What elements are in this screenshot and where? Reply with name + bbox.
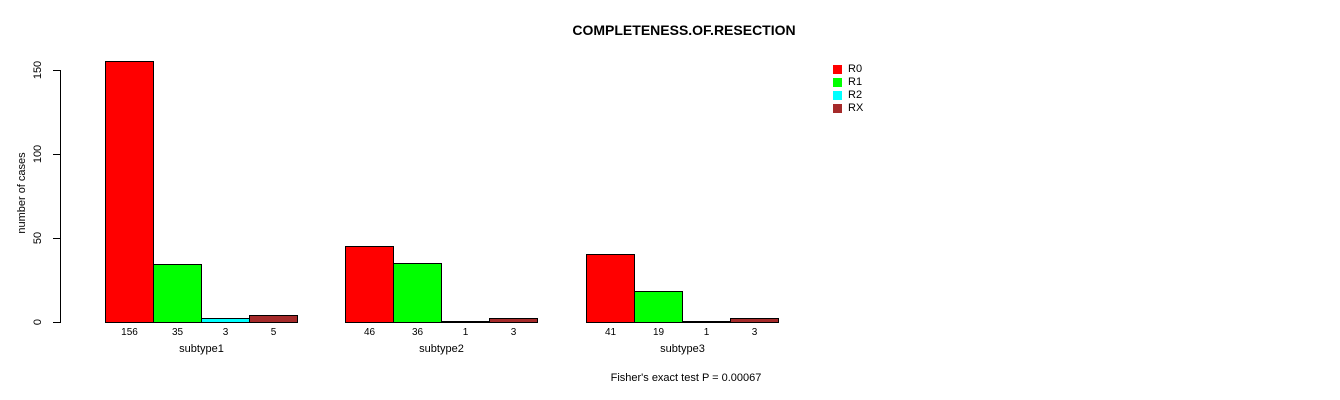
legend-item-R2: R2 bbox=[833, 89, 863, 102]
legend-swatch-RX bbox=[833, 104, 842, 113]
x-category-label-subtype1: subtype1 bbox=[179, 343, 224, 355]
bar-value-label: 1 bbox=[703, 327, 710, 338]
bar-subtype2-R0 bbox=[345, 246, 394, 323]
legend-label: R2 bbox=[848, 89, 863, 101]
stat-annotation: Fisher's exact test P = 0.00067 bbox=[610, 372, 762, 384]
y-tick-label: 100 bbox=[32, 144, 44, 164]
legend: R0 R1 R2 RX bbox=[833, 63, 863, 115]
bar-value-label: 46 bbox=[363, 327, 376, 338]
x-category-label-subtype2: subtype2 bbox=[419, 343, 464, 355]
bar-value-label: 1 bbox=[462, 327, 469, 338]
bar-value-label: 36 bbox=[411, 327, 424, 338]
y-tick-mark bbox=[53, 238, 60, 239]
bar-subtype3-RX bbox=[730, 318, 779, 323]
y-tick-mark bbox=[53, 154, 60, 155]
legend-label: R1 bbox=[848, 76, 863, 88]
bar-subtype3-R1 bbox=[634, 291, 683, 323]
y-axis-line bbox=[60, 70, 61, 323]
bar-value-label: 3 bbox=[222, 327, 229, 338]
bar-value-label: 19 bbox=[652, 327, 665, 338]
y-tick-mark bbox=[53, 70, 60, 71]
legend-label: R0 bbox=[848, 63, 863, 75]
chart-title: COMPLETENESS.OF.RESECTION bbox=[572, 22, 796, 38]
legend-swatch-R0 bbox=[833, 65, 842, 74]
legend-swatch-R2 bbox=[833, 91, 842, 100]
bar-subtype1-R0 bbox=[105, 61, 154, 323]
bar-value-label: 156 bbox=[121, 327, 138, 338]
bar-subtype2-R1 bbox=[393, 263, 442, 323]
legend-swatch-R1 bbox=[833, 78, 842, 87]
bar-subtype1-R2 bbox=[201, 318, 250, 323]
bar-value-label: 41 bbox=[604, 327, 617, 338]
y-tick-label: 0 bbox=[32, 318, 44, 326]
legend-item-R1: R1 bbox=[833, 76, 863, 89]
x-category-label-subtype3: subtype3 bbox=[660, 343, 705, 355]
legend-label: RX bbox=[848, 102, 864, 114]
bar-value-label: 5 bbox=[270, 327, 277, 338]
legend-item-R0: R0 bbox=[833, 63, 863, 76]
bar-subtype1-R1 bbox=[153, 264, 202, 323]
y-tick-mark bbox=[53, 322, 60, 323]
legend-item-RX: RX bbox=[833, 102, 863, 115]
bar-subtype3-R2 bbox=[682, 321, 731, 323]
bar-subtype1-RX bbox=[249, 315, 298, 323]
y-tick-label: 50 bbox=[32, 231, 44, 245]
bar-value-label: 3 bbox=[510, 327, 517, 338]
bar-value-label: 3 bbox=[751, 327, 758, 338]
y-tick-label: 150 bbox=[32, 60, 44, 80]
bar-subtype2-R2 bbox=[441, 321, 490, 323]
bar-subtype3-R0 bbox=[586, 254, 635, 323]
bar-value-label: 35 bbox=[171, 327, 184, 338]
bar-subtype2-RX bbox=[489, 318, 538, 323]
